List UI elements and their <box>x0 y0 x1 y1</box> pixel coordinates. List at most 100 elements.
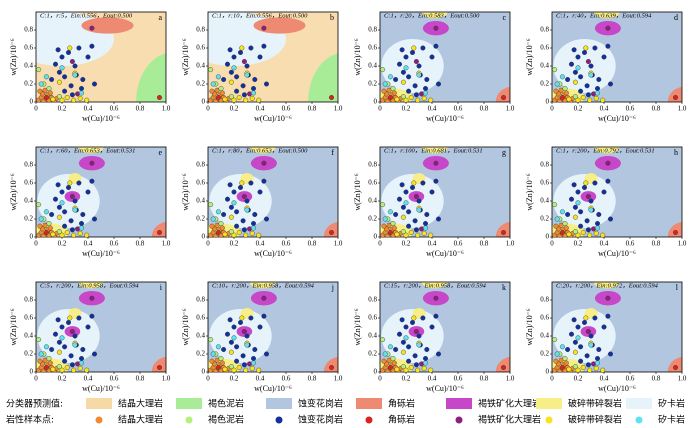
sample-point <box>215 209 221 215</box>
decision-regions <box>552 147 682 237</box>
sample-point <box>49 347 55 353</box>
sample-point <box>37 88 43 94</box>
x-axis-label: w(Cu)/10⁻⁶ <box>426 249 464 258</box>
x-tick-label: 1.0 <box>334 375 343 383</box>
x-axis-label: w(Cu)/10⁻⁶ <box>254 249 292 258</box>
sample-point <box>250 220 256 226</box>
sample-point <box>76 180 82 186</box>
sample-point <box>62 88 68 94</box>
decision-regions <box>380 282 510 372</box>
region <box>151 356 166 372</box>
sample-point <box>37 223 43 229</box>
sample-point <box>605 160 611 166</box>
sample-point <box>569 196 575 202</box>
sample-point <box>50 231 56 237</box>
x-tick-label: 0.2 <box>402 240 411 248</box>
sample-point <box>587 232 593 237</box>
sample-point <box>56 349 62 355</box>
sample-point <box>554 351 560 357</box>
sample-point <box>78 90 84 96</box>
sample-point <box>261 313 267 319</box>
sample-point <box>572 94 578 100</box>
panel-title: C:10，r:200，Ein:0.958，Eout:0.594 <box>212 282 315 289</box>
panel-letter: i <box>160 283 163 292</box>
x-tick-label: 0.4 <box>600 375 609 383</box>
sample-point <box>410 184 416 190</box>
x-tick-label: 0 <box>206 240 210 248</box>
sample-point <box>53 61 59 67</box>
sample-point <box>554 216 560 222</box>
sample-point <box>563 90 569 96</box>
sample-point <box>252 211 258 217</box>
sample-point <box>575 232 581 237</box>
x-tick-label: 1.0 <box>506 240 515 248</box>
x-tick-label: 0.2 <box>402 375 411 383</box>
sample-point <box>595 225 601 231</box>
x-axis-label: w(Cu)/10⁻⁶ <box>82 114 120 123</box>
sample-point <box>562 85 568 91</box>
panel-letter: h <box>674 148 678 157</box>
sample-point <box>588 207 594 213</box>
sample-point <box>228 204 234 210</box>
sample-point <box>584 83 590 89</box>
sample-point <box>575 335 581 341</box>
sample-point <box>391 360 397 366</box>
sample-point <box>56 339 62 345</box>
sample-point <box>595 90 601 96</box>
sample-point <box>387 209 393 215</box>
x-tick-label: 0.8 <box>308 105 317 113</box>
x-tick-label: 1.0 <box>678 375 687 383</box>
sample-point <box>423 360 429 366</box>
y-tick-label: 0.2 <box>368 215 377 223</box>
sample-point <box>408 229 414 235</box>
y-axis-label: w(Zn)/10⁻⁶ <box>181 173 190 210</box>
region <box>77 282 104 289</box>
legend-label: 角砾岩 <box>388 398 415 410</box>
x-tick-label: 0.8 <box>480 105 489 113</box>
panel: 0 0.2 0.4 0.6 0.8 1.0 0 0.2 0.4 0.6 0.8 C:1，r:20，Ei… <box>353 11 515 123</box>
panel-title: C:1，r:10，Ein:0.556，Eout:0.500 <box>212 12 308 19</box>
panel-letter: f <box>331 148 334 157</box>
sample-point <box>436 81 442 87</box>
sample-point <box>244 207 250 213</box>
region <box>323 356 338 372</box>
sample-point <box>91 216 97 222</box>
x-tick-label: 0.4 <box>256 240 265 248</box>
sample-point <box>403 65 409 71</box>
sample-point <box>436 351 442 357</box>
region <box>593 12 620 19</box>
sample-point <box>227 47 233 53</box>
panel: 0 0.2 0.4 0.6 0.8 1.0 0 0.2 0.4 0.6 0.8 C:1，r:80，Ei… <box>181 146 343 258</box>
plot-frame <box>379 281 511 373</box>
sample-point <box>411 180 417 186</box>
x-axis-label: w(Cu)/10⁻⁶ <box>426 384 464 393</box>
sample-point <box>413 329 419 335</box>
sample-point <box>249 365 255 371</box>
sample-point <box>56 214 62 220</box>
sample-point <box>397 61 403 67</box>
y-tick-label: 0 <box>202 368 206 376</box>
sample-point <box>552 337 558 343</box>
sample-point <box>210 81 216 87</box>
sample-point <box>69 362 75 368</box>
sample-point <box>36 337 42 343</box>
sample-point <box>241 59 247 65</box>
sample-point <box>600 97 606 102</box>
x-tick-label: 0.2 <box>402 105 411 113</box>
sample-point <box>578 344 584 350</box>
sample-point <box>67 45 73 51</box>
panel-title: C:1，r:40，Ein:0.639，Eout:0.594 <box>556 12 652 19</box>
sample-point <box>413 59 419 65</box>
sample-point <box>228 229 234 235</box>
x-tick-label: 0.4 <box>84 105 93 113</box>
sample-point <box>72 72 78 78</box>
sample-point <box>239 180 245 186</box>
x-axis-label: w(Cu)/10⁻⁶ <box>82 249 120 258</box>
sample-point <box>256 367 262 372</box>
panel-letter: c <box>502 13 506 22</box>
x-tick-label: 0 <box>378 105 382 113</box>
y-tick-label: 0.6 <box>368 314 377 322</box>
sample-point <box>585 193 591 199</box>
sample-point <box>400 69 406 75</box>
sample-point <box>261 295 267 301</box>
